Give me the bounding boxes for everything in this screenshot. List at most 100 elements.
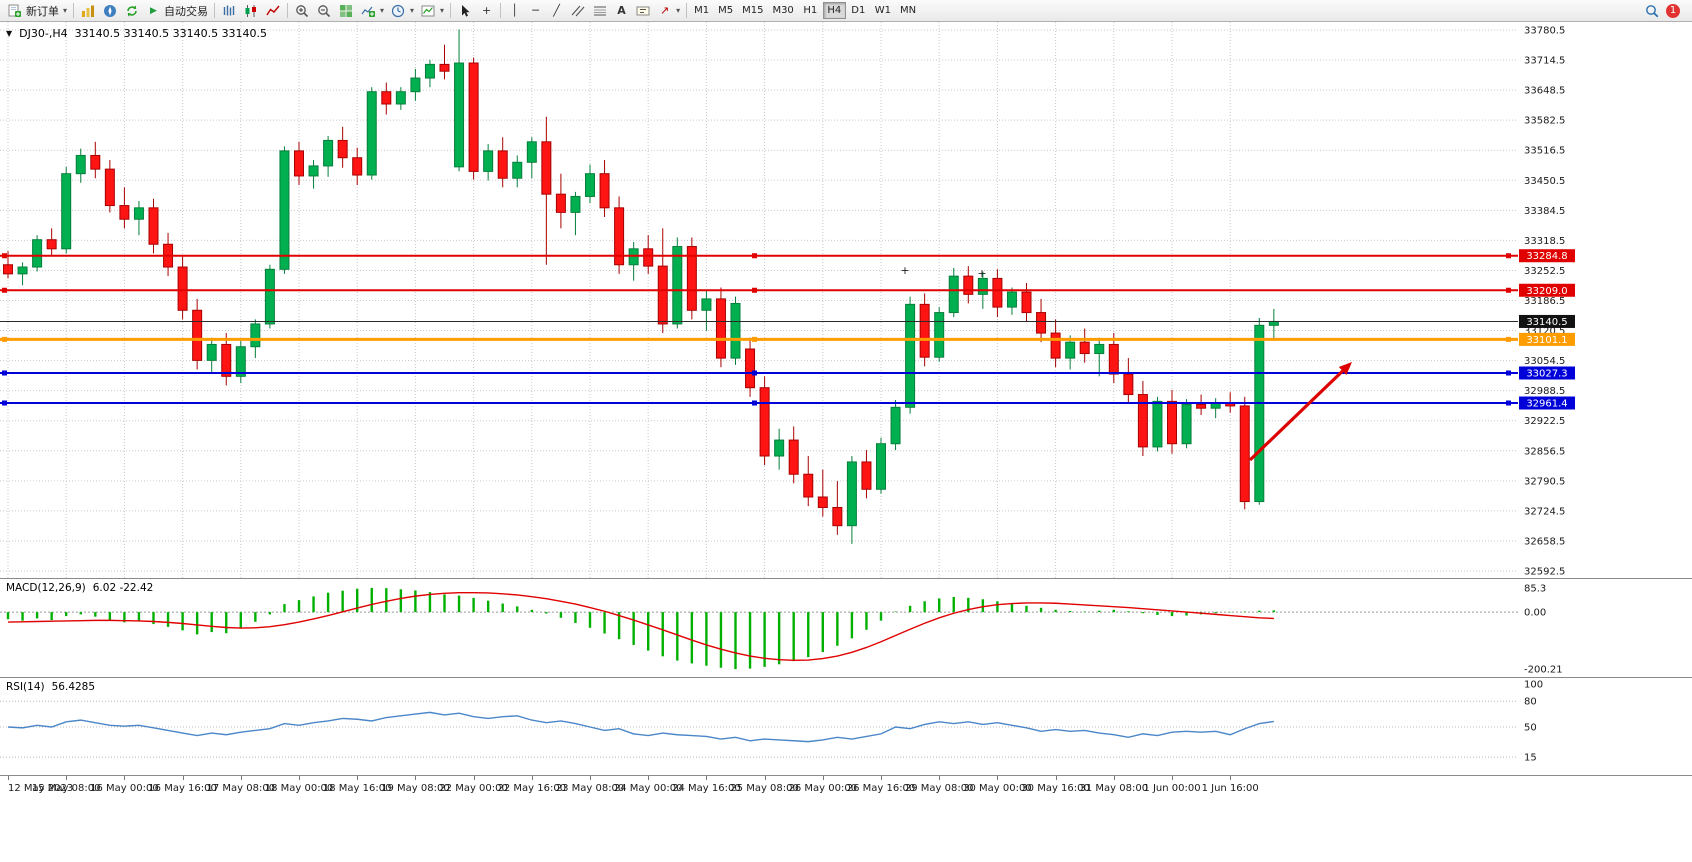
new-order-button[interactable]: 新订单 ▾ xyxy=(4,1,70,21)
zoom-out-button[interactable] xyxy=(313,1,335,21)
price-axis-label: 32592.5 xyxy=(1524,567,1565,578)
timeframe-h4[interactable]: H4 xyxy=(822,2,846,19)
arrows-icon: ↗ xyxy=(659,4,670,17)
vertical-line-button[interactable]: │ xyxy=(504,1,525,21)
timeframe-m30[interactable]: M30 xyxy=(768,2,797,19)
level-handle[interactable] xyxy=(1506,253,1511,259)
candle-body xyxy=(1050,332,1061,359)
level-handle[interactable] xyxy=(2,287,7,293)
macd-plot[interactable]: 85.3 0.00 -200.21 xyxy=(0,579,1692,678)
level-handle[interactable] xyxy=(752,370,757,376)
notification-badge[interactable]: 1 xyxy=(1666,3,1680,18)
arrows-button[interactable]: ↗ ▾ xyxy=(654,1,683,21)
time-axis-label: 22 May 00:00 xyxy=(439,783,508,794)
candle-body xyxy=(555,193,566,213)
channel-button[interactable] xyxy=(567,1,589,21)
main-price-chart[interactable]: ▼ DJ30-,H4 33140.5 33140.5 33140.5 33140… xyxy=(0,22,1692,578)
timeframe-w1[interactable]: W1 xyxy=(871,2,895,19)
candle-body xyxy=(963,275,974,295)
price-axis-label: 33450.5 xyxy=(1524,176,1565,187)
candle-body xyxy=(905,303,916,408)
level-handle[interactable] xyxy=(752,253,757,259)
candle-body xyxy=(846,461,857,527)
level-handle[interactable] xyxy=(2,400,7,406)
symbol-dropdown-icon[interactable]: ▼ xyxy=(6,29,13,38)
level-handle[interactable] xyxy=(752,336,757,342)
macd-scale-label: 0.00 xyxy=(1524,608,1546,619)
autotrading-button[interactable]: ▶ 自动交易 xyxy=(143,1,211,21)
candlestick-icon xyxy=(243,3,259,18)
zoom-in-button[interactable] xyxy=(291,1,313,21)
macd-indicator-panel[interactable]: MACD(12,26,9) 6.02 -22.42 85.3 0.00 -200.2… xyxy=(0,578,1692,677)
time-tick xyxy=(997,776,999,780)
price-tag xyxy=(1519,332,1575,346)
timeframe-m15[interactable]: M15 xyxy=(738,2,767,19)
bar-chart-button[interactable] xyxy=(218,1,240,21)
level-handle[interactable] xyxy=(2,253,7,259)
timeframe-m1[interactable]: M1 xyxy=(690,2,713,19)
candle-body xyxy=(759,387,770,457)
candlestick-button[interactable] xyxy=(240,1,262,21)
time-tick xyxy=(706,776,708,780)
trend-arrow[interactable] xyxy=(1248,369,1344,462)
refresh-icon xyxy=(124,3,140,18)
timeframe-h1[interactable]: H1 xyxy=(799,2,822,19)
level-handle[interactable] xyxy=(752,400,757,406)
price-axis-label: 32856.5 xyxy=(1524,446,1565,457)
candle-body xyxy=(366,91,377,176)
time-axis-label: 19 May 08:00 xyxy=(381,783,450,794)
rsi-indicator-panel[interactable]: RSI(14) 56.4285 100 80 50 15 xyxy=(0,677,1692,775)
candle-body xyxy=(1065,341,1076,359)
timeframe-m5[interactable]: M5 xyxy=(714,2,737,19)
tile-windows-button[interactable] xyxy=(335,1,357,21)
line-chart-button[interactable] xyxy=(262,1,284,21)
candle-body xyxy=(672,246,683,325)
price-axis-label: 33648.5 xyxy=(1524,86,1565,97)
candle-body xyxy=(774,439,785,457)
level-handle[interactable] xyxy=(1506,336,1511,342)
horizontal-line-button[interactable]: ─ xyxy=(525,1,546,21)
time-tick xyxy=(822,776,824,780)
candle-body xyxy=(279,150,290,270)
level-handle[interactable] xyxy=(752,287,757,293)
text-label-button[interactable] xyxy=(632,1,654,21)
rsi-scale-label: 50 xyxy=(1524,723,1537,734)
templates-button[interactable]: ▾ xyxy=(417,1,447,21)
level-handle[interactable] xyxy=(2,370,7,376)
trend-arrow-head[interactable] xyxy=(1338,362,1352,375)
candle-body xyxy=(1152,400,1163,448)
candlestick-plot[interactable]: 33780.5 33714.5 33648.5 33582.5 33516.5 33450… xyxy=(0,22,1692,578)
level-handle[interactable] xyxy=(1506,370,1511,376)
trendline-button[interactable]: ╱ xyxy=(546,1,567,21)
time-axis[interactable]: 12 May 2023 15 May 08:00 16 May 00:00 16 Ma… xyxy=(0,775,1692,799)
periods-button[interactable]: ▾ xyxy=(387,1,417,21)
level-handle[interactable] xyxy=(2,336,7,342)
cursor-button[interactable] xyxy=(454,1,476,21)
level-handle[interactable] xyxy=(1506,400,1511,406)
cursor-icon xyxy=(457,3,473,18)
crosshair-button[interactable]: + xyxy=(476,1,497,21)
candle-body xyxy=(32,239,43,268)
tile-windows-icon xyxy=(338,3,354,18)
refresh-button[interactable] xyxy=(121,1,143,21)
toolbar-separator xyxy=(500,3,502,18)
rsi-plot[interactable]: 100 80 50 15 xyxy=(0,678,1692,776)
level-handle[interactable] xyxy=(1506,287,1511,293)
candle-body xyxy=(876,443,886,490)
charts-button[interactable] xyxy=(77,1,99,21)
navigator-button[interactable] xyxy=(99,1,121,21)
rsi-title: RSI(14) 56.4285 xyxy=(6,681,95,693)
search-button[interactable] xyxy=(1641,1,1663,21)
text-button[interactable]: A xyxy=(611,1,632,21)
time-axis-label: 18 May 00:00 xyxy=(264,783,334,794)
candle-body xyxy=(46,239,57,250)
timeframe-d1[interactable]: D1 xyxy=(847,2,870,19)
fibonacci-button[interactable] xyxy=(589,1,611,21)
autotrading-label: 自动交易 xyxy=(164,4,209,18)
channel-icon xyxy=(570,3,586,18)
chart-title: ▼ DJ30-,H4 33140.5 33140.5 33140.5 33140… xyxy=(6,27,267,40)
timeframe-mn[interactable]: MN xyxy=(896,2,920,19)
top-toolbar: 新订单 ▾ ▶ 自动交易 xyxy=(0,0,1692,22)
indicators-button[interactable]: ▾ xyxy=(357,1,387,21)
